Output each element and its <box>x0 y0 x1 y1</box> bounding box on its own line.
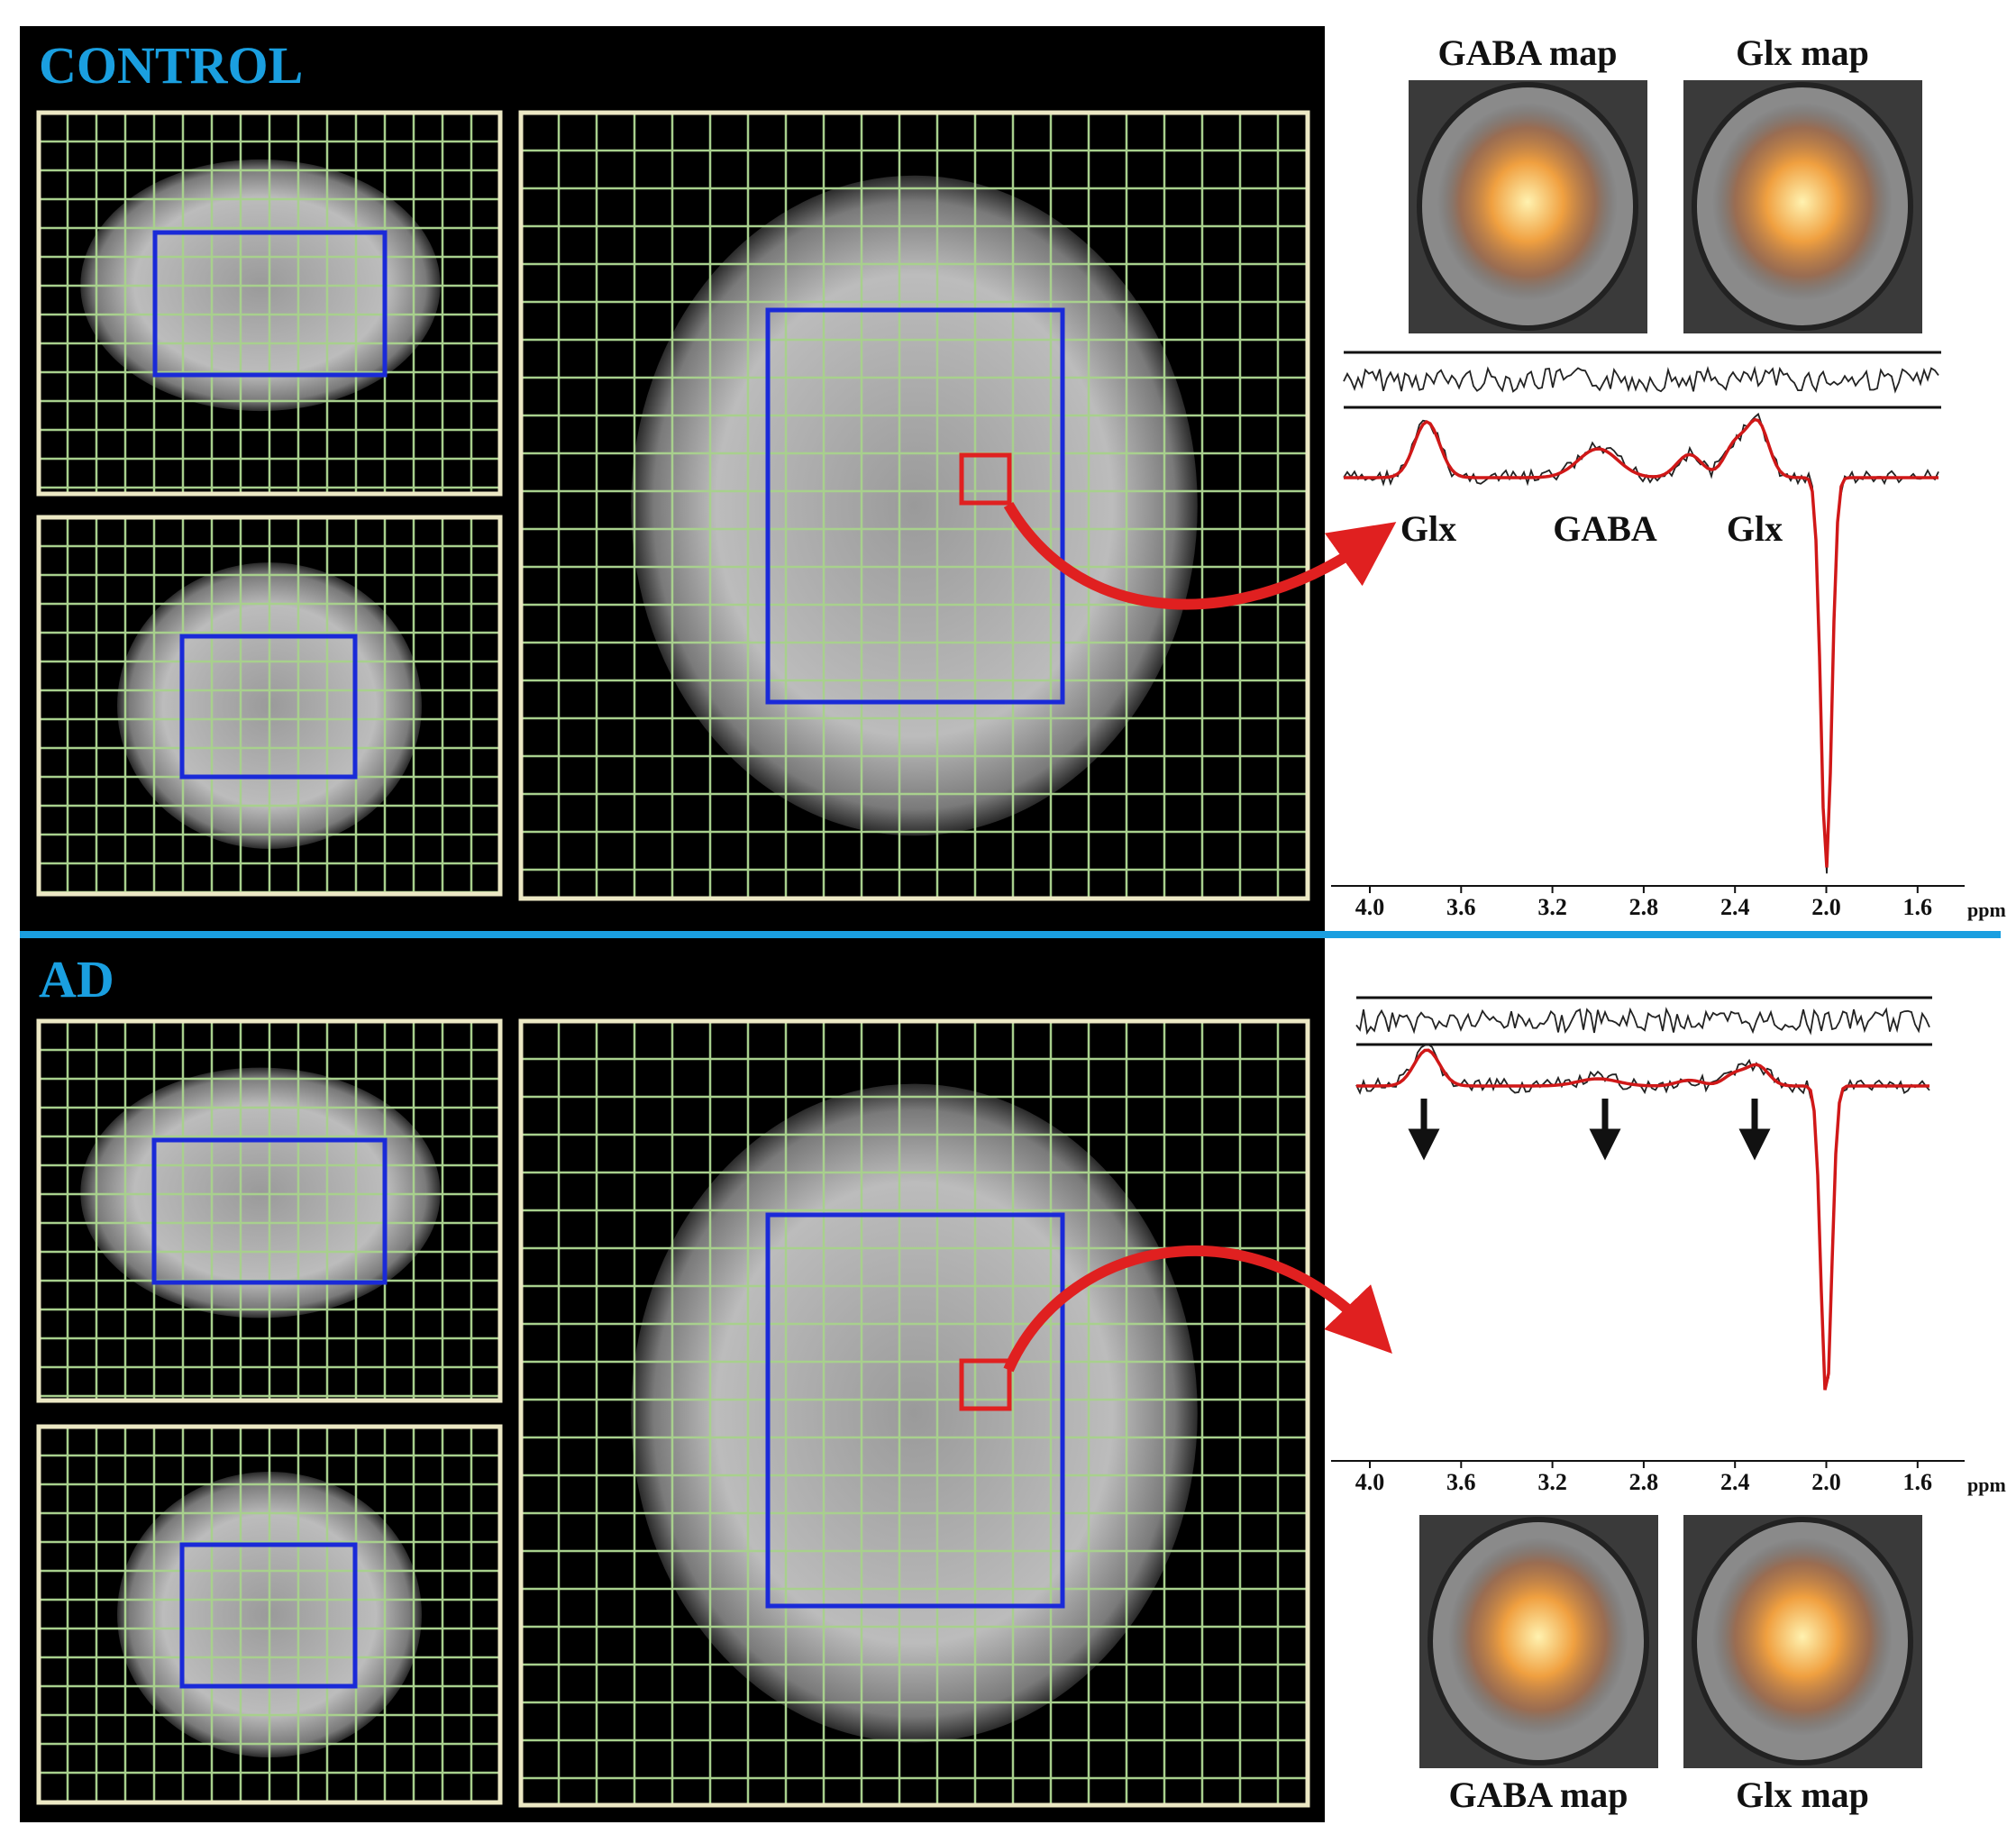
spectrum-fit <box>1356 1048 1929 1391</box>
brain-image <box>80 1067 441 1318</box>
arrow <box>1003 1245 1392 1373</box>
tick-label: 2.0 <box>1811 894 1841 920</box>
voi-box <box>152 230 388 378</box>
map-label: GABA map <box>1449 1775 1628 1815</box>
axis-unit: ppm <box>1967 899 2006 921</box>
panel-border <box>36 1018 503 1403</box>
brain-image <box>631 1083 1198 1743</box>
spectrum-fit <box>1344 417 1938 868</box>
tick-label: 2.4 <box>1720 894 1750 920</box>
voi-box <box>765 1212 1065 1609</box>
map-heat <box>1437 103 1618 301</box>
panel-border <box>36 1424 503 1805</box>
tick-label: 3.2 <box>1537 1469 1567 1495</box>
group-label: AD <box>39 950 114 1008</box>
voxel <box>959 452 1012 506</box>
residual <box>1355 1007 1930 1036</box>
tick-label: 4.0 <box>1355 1469 1385 1495</box>
panel-border <box>36 515 503 897</box>
tick-label: 3.6 <box>1446 1469 1476 1495</box>
map-heat <box>1448 1537 1628 1736</box>
voxel <box>959 1358 1012 1411</box>
panel-border <box>36 110 503 497</box>
tick-label: 1.6 <box>1903 1469 1933 1495</box>
panel-border <box>518 110 1310 901</box>
panels: GABA map Glx map GABA map Glx map 4.0 3.6 3.2 2… <box>36 32 2006 1815</box>
map-label: Glx map <box>1736 32 1869 73</box>
spectrum-data <box>1343 412 1939 874</box>
map-label: GABA map <box>1438 32 1618 73</box>
panel-border <box>518 1018 1310 1808</box>
map-label: Glx map <box>1736 1775 1869 1815</box>
voi-box <box>179 1542 358 1689</box>
spectrum-data <box>1355 1044 1930 1387</box>
map-heat <box>1712 1537 1893 1736</box>
voi-box <box>151 1137 388 1285</box>
tick-label: 2.8 <box>1629 1469 1659 1495</box>
arrow <box>1003 501 1397 610</box>
peak-label: Glx <box>1400 508 1456 549</box>
group-label: CONTROL <box>39 36 303 95</box>
axis-unit: ppm <box>1967 1474 2006 1496</box>
peak-label: GABA <box>1553 508 1657 549</box>
tick-label: 3.2 <box>1537 894 1567 920</box>
voi-box <box>765 307 1065 705</box>
tick-label: 1.6 <box>1903 894 1933 920</box>
tick-label: 2.8 <box>1629 894 1659 920</box>
brain-image <box>631 175 1198 836</box>
tick-label: 4.0 <box>1355 894 1385 920</box>
tick-label: 2.4 <box>1720 1469 1750 1495</box>
tick-label: 3.6 <box>1446 894 1476 920</box>
map-heat <box>1712 103 1893 301</box>
peak-label: Glx <box>1727 508 1783 549</box>
voi-box <box>179 634 358 780</box>
residual <box>1343 365 1939 394</box>
tick-label: 2.0 <box>1811 1469 1841 1495</box>
